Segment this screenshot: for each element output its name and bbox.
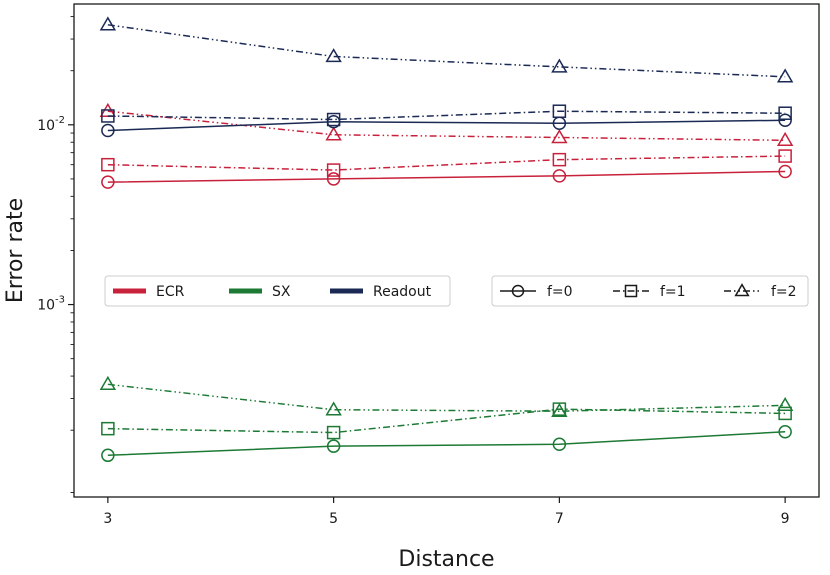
legend-label: SX [272, 284, 291, 300]
data-point [552, 104, 567, 118]
data-point [552, 169, 567, 183]
legend-item-sx: SX [229, 284, 291, 300]
data-point [552, 437, 567, 452]
data-point [101, 157, 115, 172]
data-point [326, 172, 341, 186]
legend-marker [511, 284, 525, 298]
legend-marker [624, 284, 638, 298]
legend-groups: ECR SX Readout [104, 275, 451, 307]
legend-label: f=0 [547, 284, 573, 300]
series-line [107, 431, 786, 457]
x-tick-label: 5 [329, 511, 338, 527]
y-tick-label: 10-3 [37, 295, 65, 314]
y-tick-label: 10-2 [37, 115, 65, 134]
x-tick-label: 3 [103, 511, 112, 527]
series-sx-f0 [101, 425, 792, 463]
series-line [107, 110, 786, 142]
ticks-layer: 3 5 7 9 10-3 10-2 [37, 16, 790, 527]
data-point [326, 439, 341, 453]
legend-item-f0: f=0 [500, 284, 573, 300]
data-point [778, 106, 792, 120]
series-line [107, 170, 786, 183]
legend-label: f=2 [771, 284, 797, 300]
legend-box [491, 275, 809, 307]
x-tick-label: 7 [555, 511, 564, 527]
data-point [325, 48, 342, 63]
data-point [101, 448, 115, 463]
data-point [778, 113, 792, 128]
data-point [778, 149, 792, 163]
plot-frame [73, 3, 820, 498]
legend-fractions: f=0 f=1 f=2 [491, 275, 809, 307]
data-point [551, 129, 568, 144]
data-point [101, 109, 115, 123]
data-point [551, 402, 568, 417]
legend-label: f=1 [660, 284, 686, 300]
series-readout-f0 [101, 113, 792, 138]
data-point [551, 58, 568, 73]
data-point [776, 396, 794, 412]
series-ecr-f2 [99, 102, 794, 147]
series-line [107, 408, 786, 434]
data-point [552, 152, 567, 167]
legend-label: ECR [156, 284, 185, 300]
series-layer [99, 16, 794, 463]
data-point [326, 425, 341, 440]
series-line [107, 155, 786, 171]
data-point [325, 401, 342, 416]
data-point [326, 112, 341, 127]
legend-label: Readout [373, 284, 432, 300]
data-point [99, 375, 117, 391]
series-sx-f2 [99, 375, 794, 417]
data-point [101, 175, 115, 189]
series-line [107, 119, 786, 132]
x-tick-label: 9 [781, 511, 790, 527]
legend-box [104, 275, 451, 307]
series-ecr-f1 [101, 149, 792, 177]
legend-marker [734, 283, 750, 297]
series-readout-f1 [101, 104, 792, 127]
series-readout-f2 [99, 16, 794, 83]
legend-item-f1: f=1 [613, 284, 686, 300]
data-point [776, 68, 794, 83]
x-axis-title: Distance [398, 547, 494, 572]
series-line [107, 383, 786, 412]
data-point [326, 163, 341, 177]
axes-layer [73, 3, 820, 498]
data-point [99, 16, 117, 31]
legend-item-f2: f=2 [724, 283, 797, 300]
data-point [778, 164, 792, 179]
series-line [107, 24, 786, 78]
data-point [101, 123, 115, 138]
series-line [107, 110, 786, 121]
data-point [776, 131, 794, 147]
legend-item-readout: Readout [330, 284, 432, 300]
data-point [325, 126, 342, 141]
series-ecr-f0 [101, 164, 792, 189]
data-point [101, 421, 115, 436]
data-point [778, 406, 792, 421]
legend-item-ecr: ECR [113, 284, 185, 300]
data-point [778, 425, 792, 439]
y-axis-title: Error rate [3, 198, 28, 303]
